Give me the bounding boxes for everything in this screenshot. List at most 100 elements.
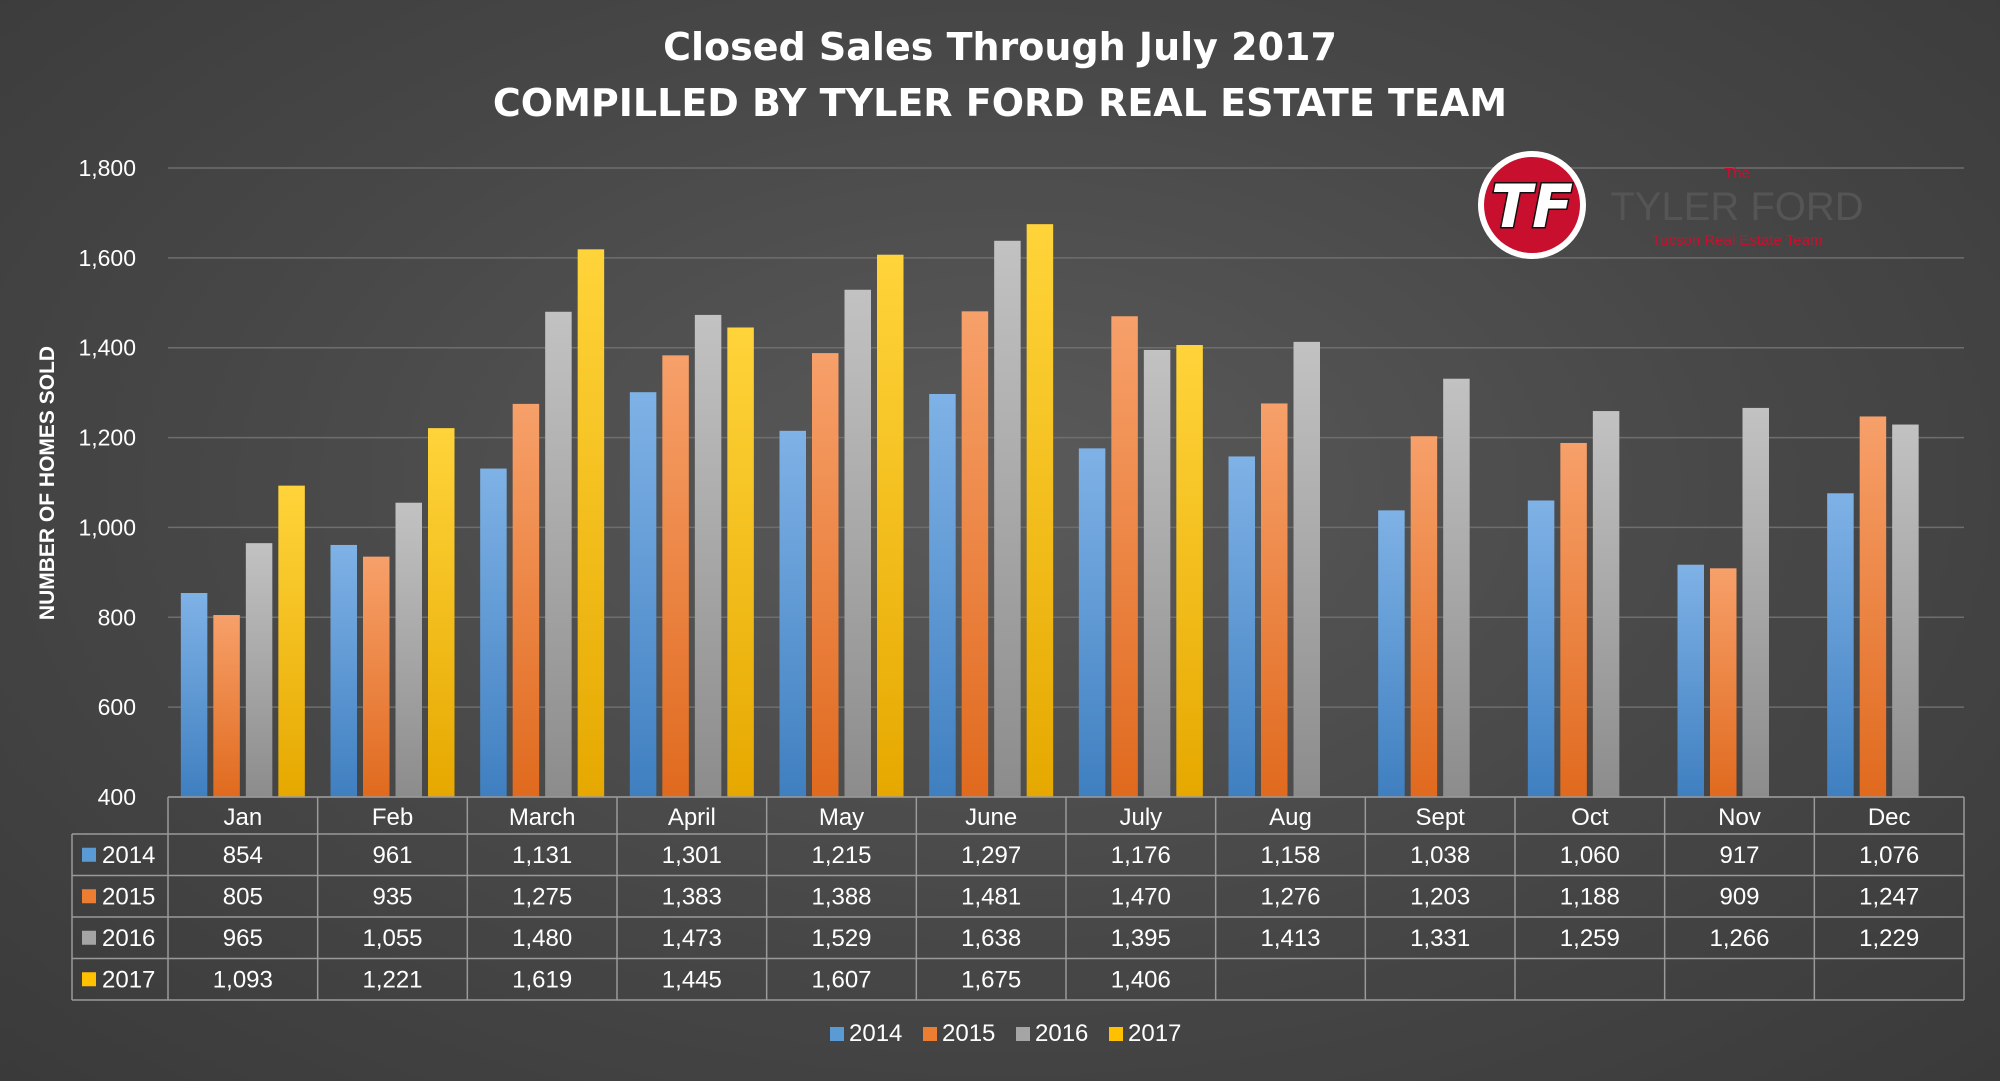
bar-2016-march (545, 311, 572, 797)
gridlines (168, 167, 1964, 798)
bar-2014-oct (1527, 500, 1555, 797)
table-cell: 965 (223, 925, 263, 952)
tyler-ford-logo: TF The TYLER FORD Tucson Real Estate Tea… (1478, 151, 1864, 259)
table-cell: 1,176 (1111, 842, 1171, 869)
y-tick-label: 800 (98, 604, 136, 630)
bar-2014-march (480, 468, 507, 797)
table-cell: 917 (1719, 842, 1759, 869)
chart-subtitle: COMPILLED BY TYLER FORD REAL ESTATE TEAM (493, 81, 1507, 125)
table-cell: 1,259 (1560, 925, 1620, 952)
bar-2015-march (512, 403, 540, 797)
bar-2016-aug (1293, 341, 1320, 797)
bar-2015-aug (1261, 403, 1288, 797)
bar-2017-jan (278, 485, 305, 797)
table-cell: 1,607 (811, 966, 871, 993)
table-key-swatch (82, 889, 96, 904)
table-cell: 1,473 (662, 925, 722, 952)
legend-swatch (1016, 1027, 1030, 1041)
table-cell: 1,203 (1410, 883, 1470, 910)
table-cell: 1,388 (811, 883, 871, 910)
bar-2014-nov (1677, 564, 1704, 797)
bar-2017-feb (428, 428, 455, 797)
y-tick-label: 1,200 (78, 425, 136, 451)
table-cell: 1,480 (512, 925, 572, 952)
bar-2016-feb (395, 502, 422, 797)
legend-label: 2014 (849, 1020, 902, 1047)
x-tick-label: July (1119, 804, 1162, 831)
logo-the: The (1724, 165, 1750, 182)
bar-2016-sept (1443, 378, 1470, 797)
table-cell: 1,383 (662, 883, 722, 910)
table-cell: 1,470 (1111, 883, 1171, 910)
chart-title: Closed Sales Through July 2017 (663, 25, 1337, 69)
table-cell: 1,529 (811, 925, 871, 952)
table-cell: 935 (372, 883, 412, 910)
table-cell: 1,406 (1111, 966, 1171, 993)
legend: 2014 2015 2016 2017 (830, 1020, 1181, 1047)
legend-label: 2017 (1128, 1020, 1181, 1047)
bar-2015-feb (363, 556, 390, 797)
bar-2017-july (1176, 345, 1203, 797)
bar-2017-june (1026, 224, 1054, 798)
table-cell: 1,481 (961, 883, 1021, 910)
table-series-name: 2014 (102, 842, 155, 869)
x-tick-label: Dec (1868, 804, 1911, 831)
x-tick-label: June (965, 804, 1017, 831)
table-cell: 1,619 (512, 966, 572, 993)
bars (180, 224, 1919, 798)
bar-2014-jan (180, 593, 208, 797)
data-table: Jan Feb March April May June July Aug Sept Oct Nov… (71, 796, 1965, 1001)
table-cell: 1,413 (1260, 925, 1320, 952)
legend-swatch (830, 1027, 844, 1041)
table-cell: 1,158 (1260, 842, 1320, 869)
y-tick-label: 400 (98, 784, 136, 810)
bar-2016-dec (1892, 424, 1919, 797)
table-cell: 1,038 (1410, 842, 1470, 869)
bar-2015-nov (1710, 568, 1737, 797)
x-tick-label: April (668, 804, 716, 831)
x-tick-label: Sept (1415, 804, 1465, 831)
logo-tagline: Tucson Real Estate Team (1652, 232, 1823, 249)
y-axis-label: NUMBER OF HOMES SOLD (36, 346, 59, 620)
table-cell: 1,275 (512, 883, 572, 910)
table-cell: 1,076 (1859, 842, 1919, 869)
bar-2016-june (994, 240, 1021, 797)
y-tick-label: 1,600 (78, 245, 136, 271)
bar-2014-april (629, 392, 657, 797)
table-key-swatch (82, 847, 96, 862)
bar-2014-aug (1228, 456, 1255, 797)
y-tick-label: 1,000 (78, 514, 136, 540)
bar-2017-may (877, 254, 904, 797)
bar-2016-may (844, 289, 871, 797)
legend-label: 2015 (942, 1020, 995, 1047)
y-tick-label: 600 (98, 694, 136, 720)
y-tick-label: 1,400 (78, 335, 136, 361)
legend-swatch (1109, 1027, 1123, 1041)
table-cell: 1,188 (1560, 883, 1620, 910)
bar-2015-april (662, 355, 689, 797)
table-cell: 854 (223, 842, 263, 869)
table-cell: 1,638 (961, 925, 1021, 952)
table-key-swatch (82, 930, 96, 945)
logo-circle-inner (1484, 157, 1580, 253)
table-series-name: 2015 (102, 883, 155, 910)
bar-2015-oct (1560, 442, 1587, 797)
legend-swatch (923, 1027, 937, 1041)
table-cell: 909 (1719, 883, 1759, 910)
bar-2016-nov (1742, 407, 1769, 797)
y-tick-label: 1,800 (78, 155, 136, 181)
x-tick-label: Jan (223, 804, 262, 831)
bar-2015-june (961, 311, 989, 797)
logo-name: TYLER FORD (1610, 185, 1863, 229)
x-tick-label: March (509, 804, 576, 831)
bar-2014-june (929, 393, 956, 797)
table-cell: 1,060 (1560, 842, 1620, 869)
x-tick-label: Feb (372, 804, 413, 831)
table-cell: 1,215 (811, 842, 871, 869)
table-cell: 1,445 (662, 966, 722, 993)
x-tick-label: Aug (1269, 804, 1312, 831)
table-cell: 1,301 (662, 842, 722, 869)
bar-2016-july (1143, 349, 1171, 797)
bar-2015-july (1111, 316, 1138, 797)
